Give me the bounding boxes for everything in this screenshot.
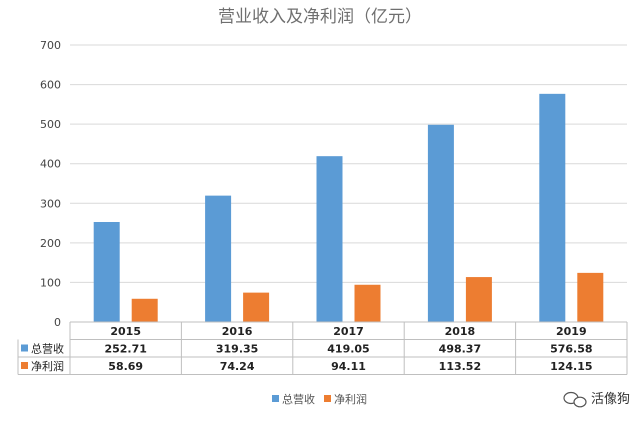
x-tick-label: 2018 xyxy=(445,325,476,338)
grid xyxy=(70,44,627,323)
bar-revenue-2016 xyxy=(205,195,232,322)
y-tick-label: 500 xyxy=(40,118,61,131)
x-tick-label: 2019 xyxy=(556,325,587,338)
x-tick-label: 2016 xyxy=(222,325,253,338)
data-label: 498.37 xyxy=(439,343,481,356)
y-tick-label: 300 xyxy=(40,197,61,210)
watermark: 活像狗 xyxy=(563,391,630,408)
data-label: 74.24 xyxy=(220,360,255,373)
y-tick-label: 0 xyxy=(54,316,61,329)
bars xyxy=(93,93,604,323)
y-tick-label: 700 xyxy=(40,39,61,52)
table-series-name: 总营收 xyxy=(31,342,64,356)
bar-profit-2017 xyxy=(354,284,381,322)
data-label: 58.69 xyxy=(108,360,143,373)
legend-swatch xyxy=(324,395,331,402)
legend: 总营收 净利润 xyxy=(272,392,367,406)
data-label: 113.52 xyxy=(439,360,481,373)
legend-label: 净利润 xyxy=(334,392,367,406)
data-label: 252.71 xyxy=(104,343,146,356)
table-series-swatch xyxy=(21,362,28,369)
wechat-icon xyxy=(563,391,587,408)
bar-revenue-2018 xyxy=(427,124,454,322)
data-label: 319.35 xyxy=(216,343,258,356)
bar-revenue-2015 xyxy=(93,221,120,322)
y-tick-label: 200 xyxy=(40,237,61,250)
bar-profit-2018 xyxy=(465,277,492,322)
data-label: 419.05 xyxy=(327,343,369,356)
bar-revenue-2017 xyxy=(316,156,343,322)
bar-revenue-2019 xyxy=(539,93,566,323)
table-series-name: 净利润 xyxy=(31,359,64,373)
data-label: 576.58 xyxy=(550,343,592,356)
x-tick-label: 2015 xyxy=(110,325,141,338)
bar-profit-2015 xyxy=(131,298,158,322)
table-series-swatch xyxy=(21,344,28,352)
data-table: 2015 2016 2017 2018 2019 总营收 252.71 319.35 419.0… xyxy=(17,321,628,375)
y-tick-label: 100 xyxy=(40,276,61,289)
x-tick-label: 2017 xyxy=(333,325,364,338)
data-label: 124.15 xyxy=(550,360,592,373)
legend-label: 总营收 xyxy=(282,392,315,406)
data-label: 94.11 xyxy=(331,360,366,373)
bar-profit-2016 xyxy=(243,292,270,322)
legend-swatch xyxy=(272,395,279,402)
y-tick-label: 600 xyxy=(40,79,61,92)
y-tick-label: 400 xyxy=(40,158,61,171)
y-axis-labels: 0 100 200 300 400 500 600 700 xyxy=(40,39,61,329)
watermark-text: 活像狗 xyxy=(591,392,630,407)
bar-profit-2019 xyxy=(577,272,604,322)
chart-title: 营业收入及净利润（亿元） xyxy=(218,7,422,27)
